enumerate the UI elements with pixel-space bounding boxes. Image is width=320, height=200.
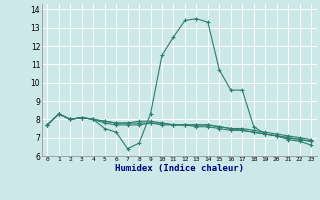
X-axis label: Humidex (Indice chaleur): Humidex (Indice chaleur) <box>115 164 244 173</box>
